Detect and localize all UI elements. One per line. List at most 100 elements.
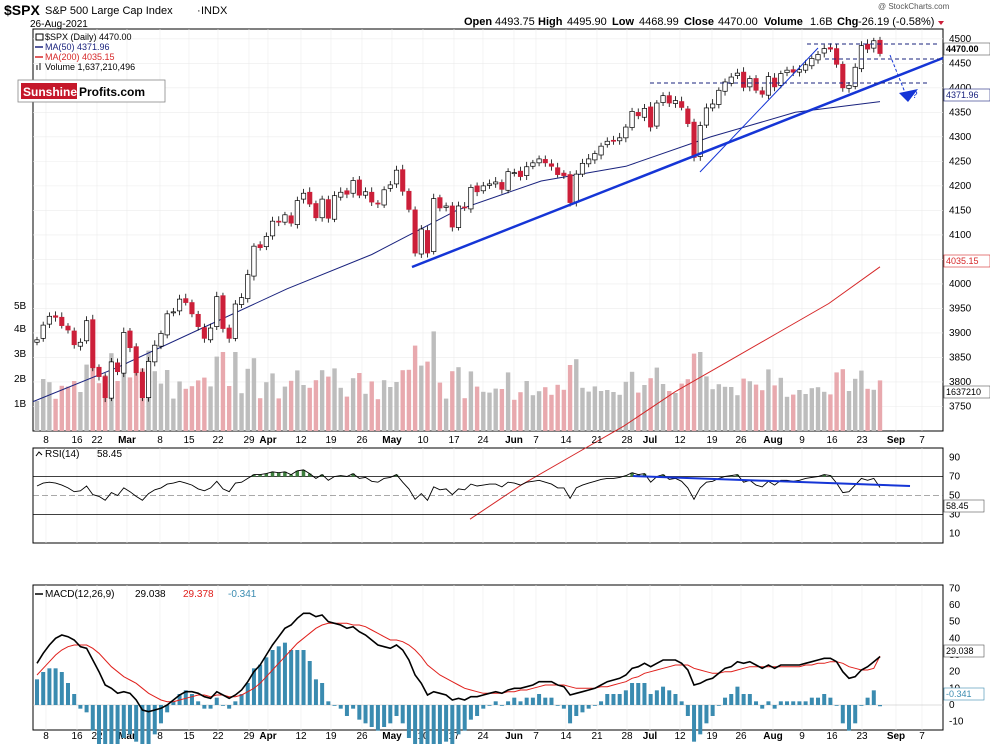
- candle-body: [524, 166, 530, 176]
- candle-body: [505, 171, 511, 191]
- volume-bar: [357, 373, 362, 431]
- volume-bar: [233, 352, 238, 431]
- macd-histogram-bar: [468, 705, 473, 720]
- watermark: @ StockCharts.com: [878, 2, 950, 11]
- volume-bar: [239, 393, 244, 431]
- volume-tick-label: 4B: [14, 324, 27, 335]
- candle-body: [852, 66, 858, 87]
- macd-histogram-bar: [84, 705, 89, 713]
- macd-histogram-bar: [96, 705, 101, 744]
- candle-body: [710, 103, 716, 109]
- rsi-line: [36, 469, 881, 502]
- volume-bar: [549, 394, 554, 431]
- macd-histogram-bar: [214, 697, 219, 705]
- macd-histogram-bar: [822, 694, 827, 705]
- volume-bar: [629, 371, 635, 431]
- macd-histogram-bar: [264, 657, 269, 705]
- macd-histogram-bar: [710, 705, 715, 716]
- macd-histogram-bar: [803, 701, 808, 705]
- date-tick-label: 19: [325, 731, 337, 742]
- candle-body: [276, 220, 282, 223]
- volume-bar: [567, 365, 573, 431]
- volume-bar: [741, 378, 746, 431]
- value-labels: 4470.00 4371.96 4035.15 1637210 58.45 29…: [943, 42, 990, 701]
- date-tick-label: 14: [560, 435, 572, 446]
- volume-bar: [865, 388, 870, 431]
- macd-tick-label: 40: [949, 633, 961, 644]
- candle-body: [648, 106, 654, 128]
- macd-histogram-bar: [65, 683, 70, 705]
- volume-bar: [753, 384, 759, 431]
- macd-histogram-bar: [444, 705, 449, 742]
- volume-bar: [381, 380, 387, 431]
- candle-body: [815, 54, 821, 61]
- close-label: Close: [684, 16, 714, 28]
- price-tick-label: 3900: [949, 328, 972, 339]
- macd-histogram-bar: [208, 705, 213, 709]
- macd-histogram-bar: [561, 705, 566, 709]
- macd-histogram-bar: [313, 679, 318, 705]
- rsi-title: RSI(14): [45, 449, 79, 460]
- candle-body: [629, 111, 635, 128]
- macd-histogram-bar: [307, 661, 312, 705]
- candle-body: [282, 214, 288, 223]
- candle-body: [834, 48, 840, 65]
- volume-bar: [208, 386, 213, 431]
- date-tick-label: 24: [477, 435, 489, 446]
- macd-histogram-bar: [630, 683, 635, 705]
- candle-body: [344, 190, 350, 195]
- date-tick-label: 8: [157, 731, 163, 742]
- macd-histogram-bar: [456, 705, 461, 735]
- chg-value: -26.19 (-0.58%): [858, 16, 934, 28]
- projection-arrow-line: [889, 54, 907, 96]
- candle-body: [635, 111, 641, 117]
- legend-price: $SPX (Daily) 4470.00: [45, 32, 132, 42]
- date-tick-label: 16: [826, 435, 838, 446]
- macd-histogram-bar: [809, 697, 814, 705]
- candle-body: [158, 333, 164, 347]
- volume-bar: [400, 370, 405, 431]
- macd-histogram-bar: [512, 697, 517, 705]
- macd-histogram-bar: [276, 646, 281, 705]
- date-tick-label: 12: [674, 435, 686, 446]
- ma200-line: [469, 266, 881, 520]
- candle-body: [480, 185, 486, 192]
- volume-bar: [803, 394, 808, 431]
- candle-body: [586, 158, 592, 165]
- macd-histogram-bar: [158, 705, 163, 724]
- legend-volume-icon: [36, 65, 38, 70]
- candle-body: [183, 298, 189, 303]
- macd-histogram-bar: [592, 705, 597, 706]
- volume-bar: [685, 379, 691, 431]
- macd-histogram-bar: [196, 701, 201, 705]
- candle-body: [40, 324, 46, 339]
- macd-histogram-bar: [487, 705, 492, 706]
- volume-tick-label: 2B: [14, 374, 27, 385]
- volume-bar: [59, 385, 64, 431]
- close-value: 4470.00: [718, 16, 758, 28]
- volume-bar: [437, 382, 443, 431]
- macd-last: 29.038: [135, 589, 166, 600]
- date-tick-label: Jul: [643, 731, 658, 742]
- volume-bar: [332, 368, 337, 431]
- candle-body: [561, 172, 567, 176]
- candle-body: [734, 72, 740, 76]
- candle-body: [424, 230, 431, 254]
- volume-bar: [518, 392, 523, 431]
- price-tick-label: 3950: [949, 303, 972, 314]
- date-tick-label: 28: [621, 731, 633, 742]
- macd-histogram-bar: [568, 705, 573, 724]
- volume-bar: [580, 387, 585, 431]
- ohlc-readout: Open 4493.75 High 4495.90 Low 4468.99 Cl…: [464, 16, 944, 28]
- macd-histogram-bar: [202, 705, 207, 709]
- volume-bar: [877, 380, 883, 431]
- price-tick-label: 4350: [949, 107, 972, 118]
- date-tick-label: 16: [71, 731, 83, 742]
- date-tick-label: 9: [799, 435, 805, 446]
- date-tick-label: 29: [243, 731, 255, 742]
- volume-bar: [220, 352, 226, 431]
- macd-histogram-bar: [295, 650, 300, 705]
- macd-histogram-bar: [332, 705, 337, 706]
- macd-histogram-bar: [530, 697, 535, 705]
- index-sep: ·: [197, 5, 201, 17]
